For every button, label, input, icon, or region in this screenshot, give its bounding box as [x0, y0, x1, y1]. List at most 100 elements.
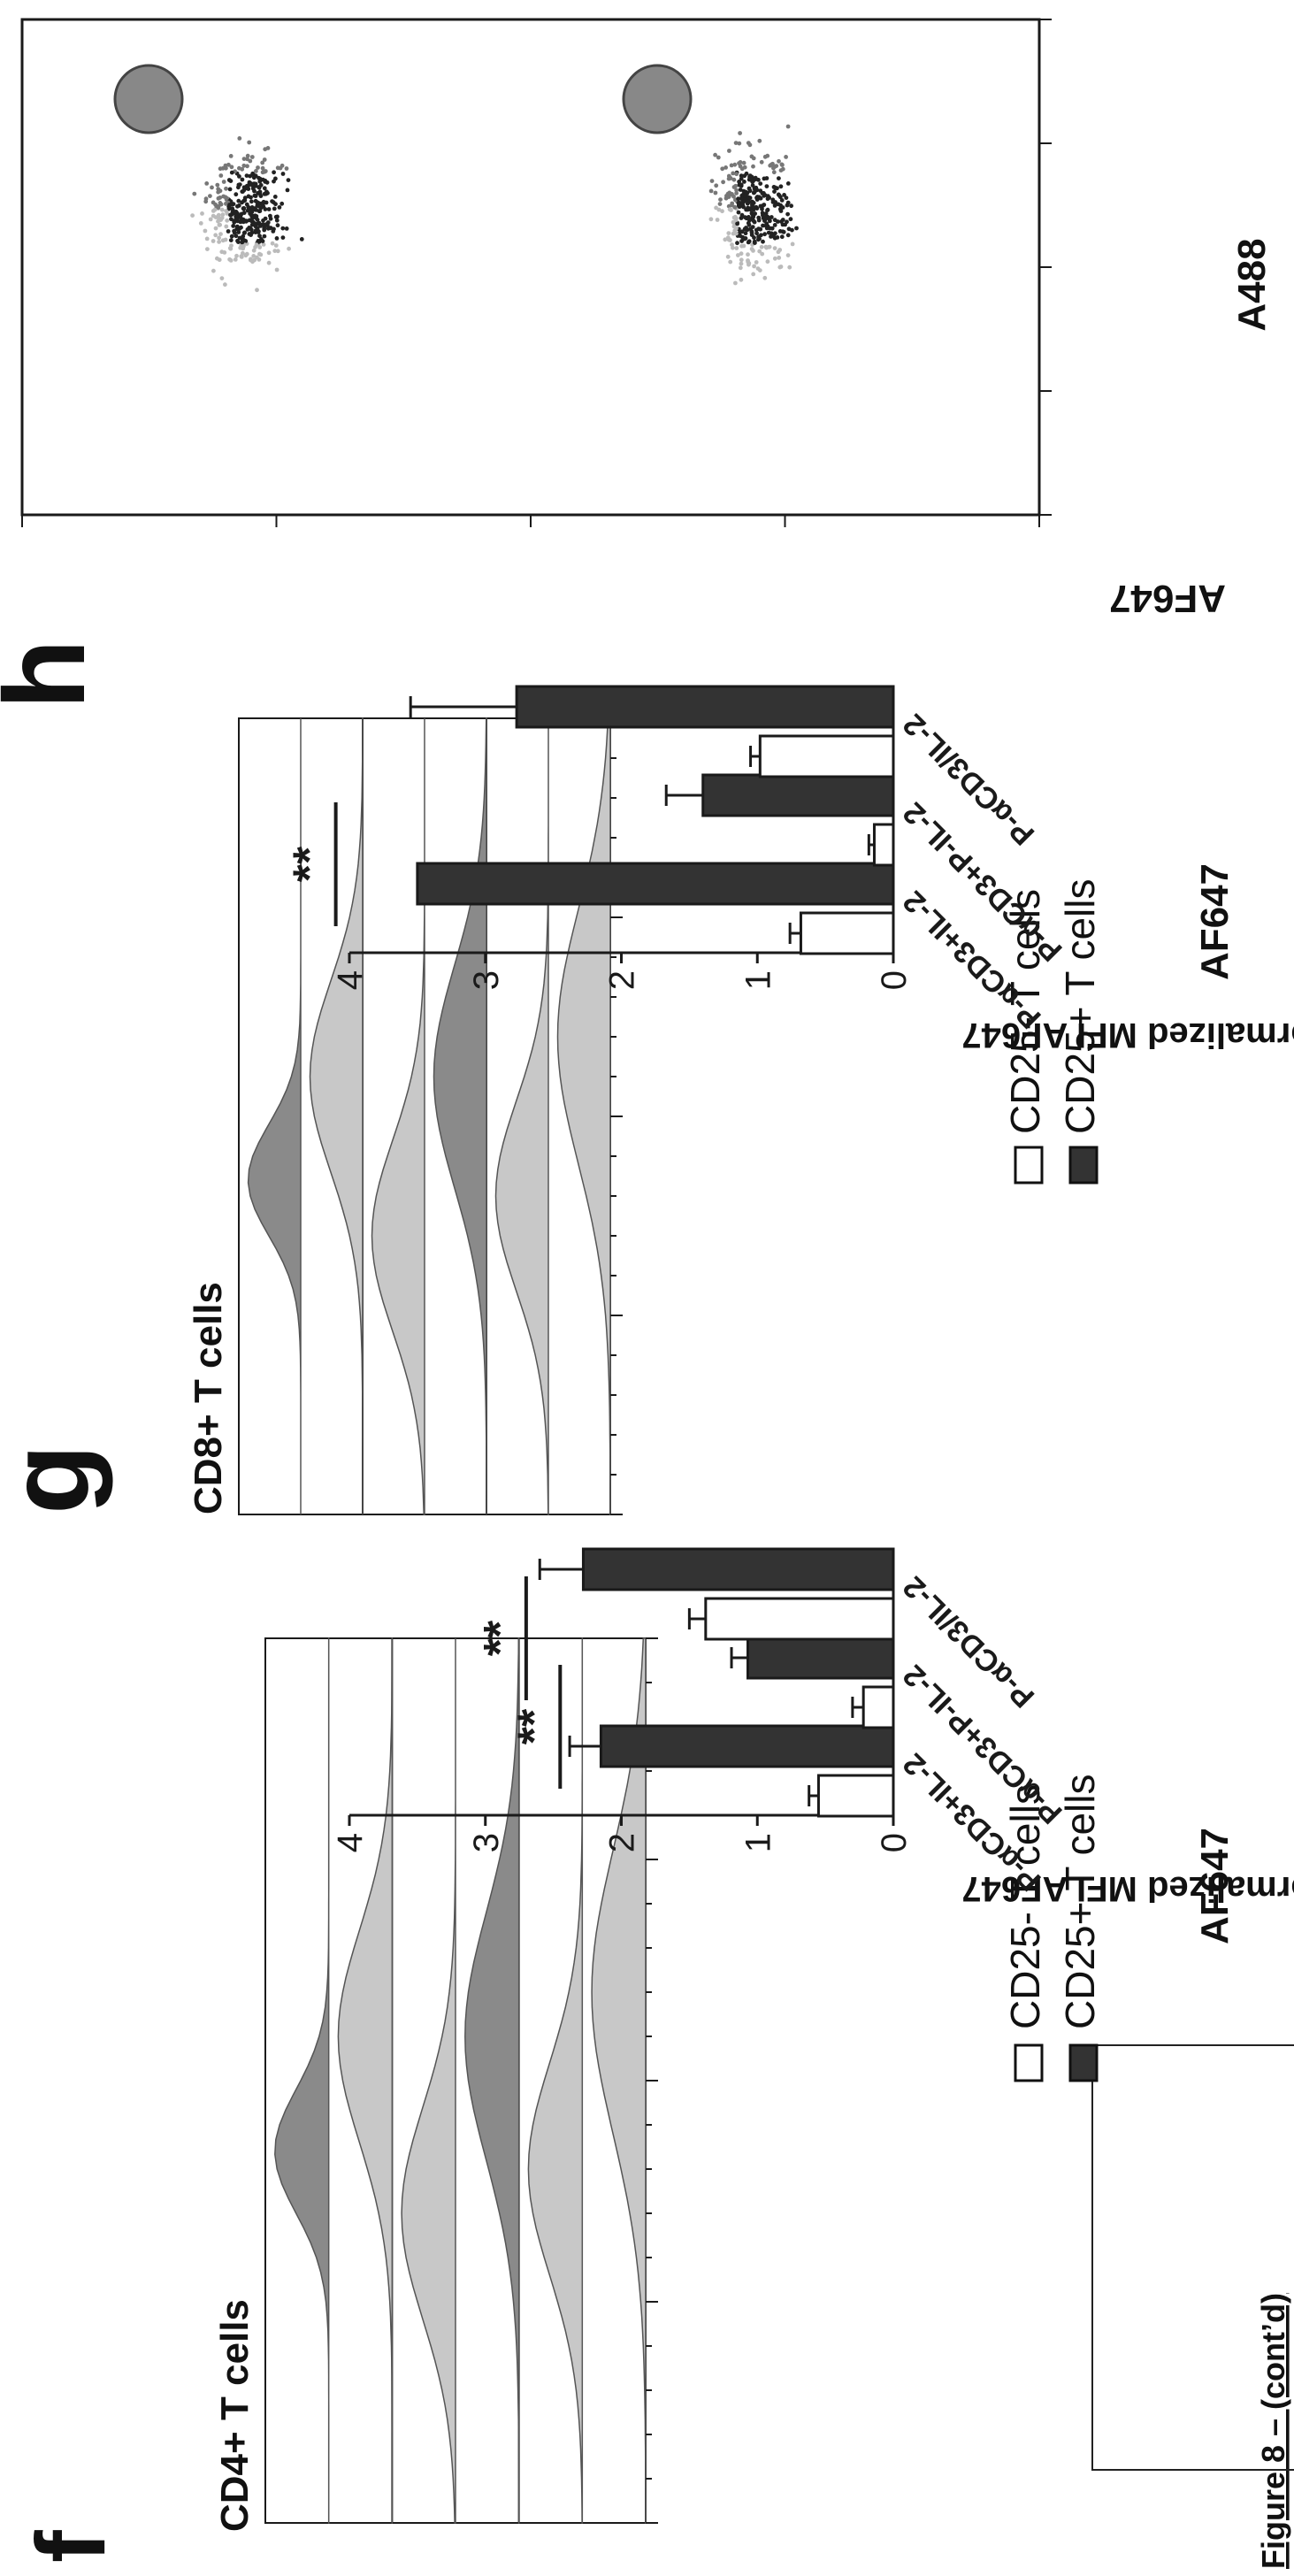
scatter-point: [257, 175, 262, 180]
scatter-point: [205, 247, 210, 251]
scatter-point: [771, 170, 777, 175]
scatter-point: [241, 163, 247, 168]
scatter-point: [200, 211, 204, 216]
scatter-point: [284, 166, 289, 171]
scatter-point: [272, 179, 276, 184]
legend-label-cd25-pos: CD25+ T cells: [1057, 1775, 1103, 2030]
scatter-point: [750, 203, 754, 209]
scatter-point: [220, 165, 226, 171]
scatter-point: [270, 241, 275, 246]
scatter-point: [746, 220, 751, 226]
scatter-point: [272, 206, 277, 211]
scatter-point: [218, 195, 223, 200]
scatter-point: [761, 223, 765, 228]
scatter-point: [219, 276, 225, 280]
scatter-point: [739, 182, 744, 188]
scatter-point: [227, 187, 233, 192]
scatter-point: [739, 239, 744, 243]
scatter-point: [229, 165, 234, 170]
scatter-point: [266, 207, 272, 211]
scatter-point: [215, 182, 220, 188]
scatter-xlabel: A488: [1230, 238, 1274, 331]
scatter-point: [751, 164, 755, 169]
scatter-point: [738, 265, 743, 271]
scatter-point: [727, 149, 731, 153]
scatter-point: [726, 231, 731, 235]
y-tick-label: 4: [331, 1833, 370, 1852]
scatter-point: [257, 185, 262, 190]
scatter-point: [752, 264, 756, 269]
scatter-point: [213, 233, 218, 238]
scatter-point: [735, 241, 739, 246]
scatter-point: [736, 200, 741, 205]
scatter-point: [241, 234, 246, 239]
scatter-point: [252, 188, 257, 194]
scatter-point: [285, 188, 290, 193]
scatter-point: [767, 196, 771, 200]
scatter-point: [724, 196, 729, 201]
scatter-point: [725, 254, 731, 259]
scatter-point: [785, 233, 791, 238]
scatter-point: [261, 222, 265, 227]
bar-cd25-neg: [872, 823, 895, 867]
scatter-point: [747, 177, 752, 182]
scatter-point: [273, 243, 279, 248]
scatter-point: [746, 252, 750, 257]
scatter-point: [790, 227, 794, 233]
scatter-point: [743, 193, 747, 197]
scatter-point: [208, 194, 212, 198]
scatter-point: [738, 188, 743, 192]
scatter-point: [275, 214, 279, 219]
scatter-point: [248, 158, 253, 164]
bar-cd25-pos: [416, 862, 895, 906]
scatter-point: [762, 218, 767, 223]
scatter-point: [253, 244, 258, 249]
scatter-point: [217, 239, 222, 244]
scatter-point: [777, 248, 783, 252]
scatter-point: [794, 226, 799, 231]
scatter-point: [248, 173, 253, 179]
scatter-point: [224, 186, 228, 191]
x-tick-label: P-αCD3+P-IL-2: [897, 1658, 1069, 1830]
bead-icon: [113, 64, 184, 134]
bar-cd25-neg: [816, 1774, 895, 1818]
scatter-point: [257, 209, 262, 214]
scatter-point: [265, 220, 271, 225]
scatter-point: [203, 228, 208, 234]
scatter-point: [204, 236, 210, 242]
scatter-point: [210, 185, 214, 190]
scatter-point: [708, 188, 714, 194]
scatter-point: [749, 211, 754, 216]
scatter-point: [763, 244, 769, 249]
scatter-point: [739, 277, 744, 282]
scatter-point: [219, 215, 225, 220]
scatter-point: [739, 200, 745, 205]
scatter-point: [784, 154, 788, 159]
scatter-point: [238, 245, 243, 250]
legend-label-cd25-neg: CD25- T cells: [1002, 1784, 1048, 2029]
scatter-point: [757, 138, 762, 143]
scatter-point: [758, 203, 763, 209]
scatter-point: [228, 153, 234, 158]
scatter-point: [218, 232, 223, 236]
histogram-curve: [371, 718, 425, 1515]
scatter-point: [757, 236, 762, 242]
scatter-point: [190, 213, 195, 218]
scatter-point: [262, 234, 267, 239]
scatter-point: [713, 152, 717, 157]
scatter-point: [715, 218, 720, 222]
histogram-panel-f: CD4+ T cells AF647: [213, 1637, 1294, 2532]
scatter-point: [732, 204, 738, 210]
scatter-point: [244, 173, 249, 178]
scatter-point: [729, 163, 734, 168]
scatter-point: [761, 212, 765, 218]
scatter-point: [748, 207, 753, 212]
scatter-point: [772, 222, 777, 227]
scatter-point: [731, 171, 736, 176]
scatter-point: [280, 172, 286, 176]
scatter-point: [763, 215, 769, 220]
scatter-point: [738, 159, 743, 165]
scatter-point: [776, 192, 781, 197]
scatter-point: [772, 246, 777, 250]
scatter-point: [247, 140, 252, 145]
